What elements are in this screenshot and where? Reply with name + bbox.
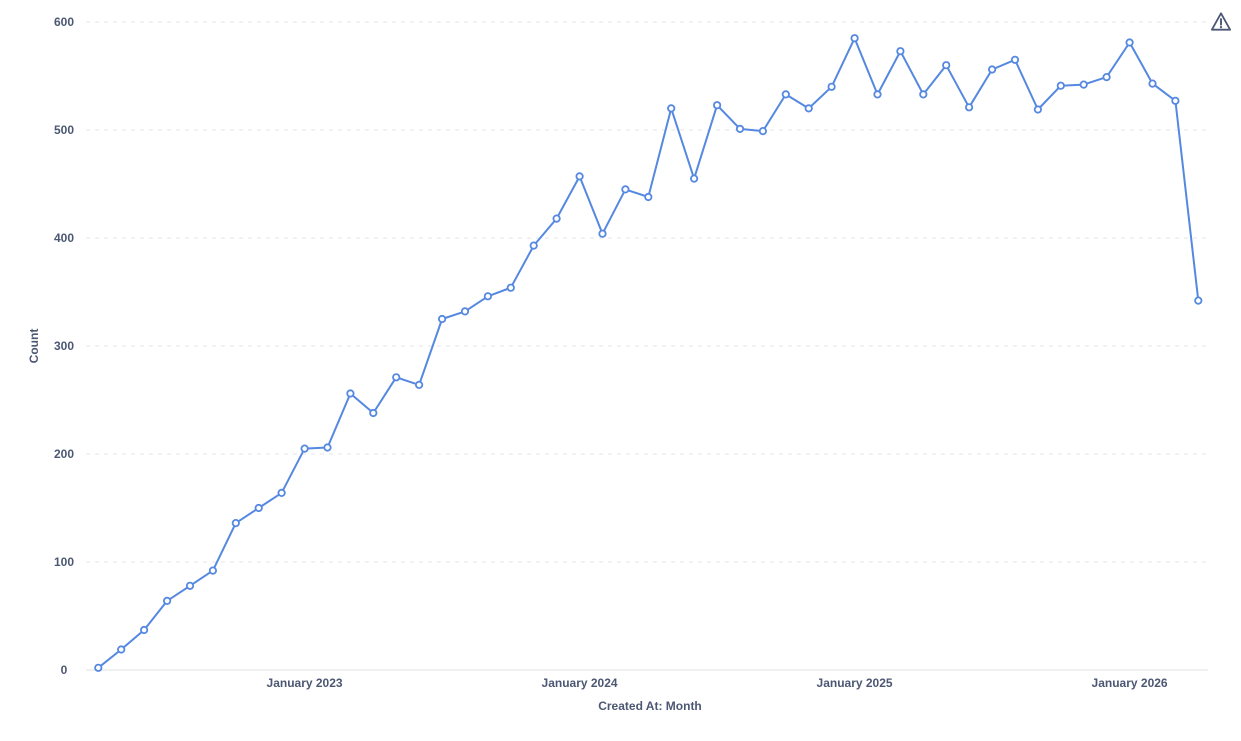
data-point[interactable]	[781, 90, 790, 99]
data-point[interactable]	[277, 488, 286, 497]
data-point[interactable]	[919, 90, 928, 99]
y-axis-title: Count	[27, 329, 41, 364]
warning-triangle-outline	[1210, 12, 1232, 31]
data-point[interactable]	[712, 101, 722, 110]
data-point[interactable]	[1056, 81, 1065, 90]
data-point[interactable]	[667, 104, 676, 113]
x-tick-label: January 2025	[817, 676, 893, 690]
data-point[interactable]	[392, 373, 401, 382]
data-point[interactable]	[506, 283, 515, 292]
data-point[interactable]	[1010, 55, 1020, 64]
x-axis-tick-labels: January 2023 January 2024 January 2025 Janu…	[267, 676, 1168, 690]
y-tick-label: 0	[61, 663, 68, 677]
data-point[interactable]	[644, 192, 653, 202]
data-point[interactable]	[804, 104, 813, 113]
y-tick-label: 600	[54, 15, 74, 29]
data-point[interactable]	[964, 103, 974, 112]
data-point[interactable]	[758, 127, 768, 136]
data-point[interactable]	[1171, 96, 1180, 105]
data-point[interactable]	[483, 292, 492, 301]
data-point[interactable]	[873, 90, 882, 99]
data-point[interactable]	[231, 518, 240, 528]
data-point[interactable]	[689, 174, 699, 183]
data-point[interactable]	[1194, 296, 1203, 305]
data-point[interactable]	[185, 581, 195, 590]
y-tick-label: 100	[54, 555, 74, 569]
data-point[interactable]	[140, 625, 149, 635]
data-point[interactable]	[437, 314, 447, 324]
data-point[interactable]	[529, 241, 538, 250]
data-point[interactable]	[414, 380, 424, 389]
data-point[interactable]	[254, 503, 263, 513]
y-tick-label: 200	[54, 447, 74, 461]
data-point[interactable]	[94, 663, 103, 672]
data-point[interactable]	[552, 214, 561, 223]
x-axis-title: Created At: Month	[598, 699, 702, 713]
data-point[interactable]	[1033, 105, 1043, 114]
series-line	[97, 37, 1200, 669]
data-point[interactable]	[896, 47, 905, 56]
data-point[interactable]	[827, 82, 836, 91]
warning-exclamation-dot	[1219, 26, 1223, 29]
gridlines	[86, 21, 1208, 671]
y-tick-label: 300	[54, 339, 74, 353]
data-point[interactable]	[163, 596, 172, 606]
data-point[interactable]	[987, 65, 997, 74]
data-point[interactable]	[850, 34, 859, 43]
data-point[interactable]	[300, 444, 309, 453]
data-point[interactable]	[369, 408, 378, 418]
x-tick-label: January 2023	[267, 676, 343, 690]
y-tick-label: 500	[54, 123, 74, 137]
data-point[interactable]	[117, 645, 126, 654]
data-point[interactable]	[1125, 38, 1134, 47]
data-point[interactable]	[575, 172, 584, 181]
data-point[interactable]	[1148, 79, 1157, 88]
x-tick-label: January 2024	[542, 676, 618, 690]
data-point[interactable]	[346, 389, 355, 398]
data-point[interactable]	[323, 443, 332, 452]
data-point[interactable]	[598, 229, 607, 238]
x-tick-label: January 2026	[1092, 676, 1168, 690]
y-axis-tick-labels: 0 100 200 300 400 500 600	[54, 15, 74, 677]
warning-icon[interactable]	[1209, 10, 1233, 34]
series-group	[94, 34, 1203, 672]
data-point[interactable]	[208, 566, 217, 575]
y-tick-label: 400	[54, 231, 74, 245]
data-point[interactable]	[735, 124, 745, 133]
data-point[interactable]	[942, 61, 951, 70]
data-point[interactable]	[460, 307, 470, 316]
data-point[interactable]	[1079, 80, 1088, 89]
data-point[interactable]	[621, 185, 630, 194]
data-point[interactable]	[1102, 73, 1111, 82]
